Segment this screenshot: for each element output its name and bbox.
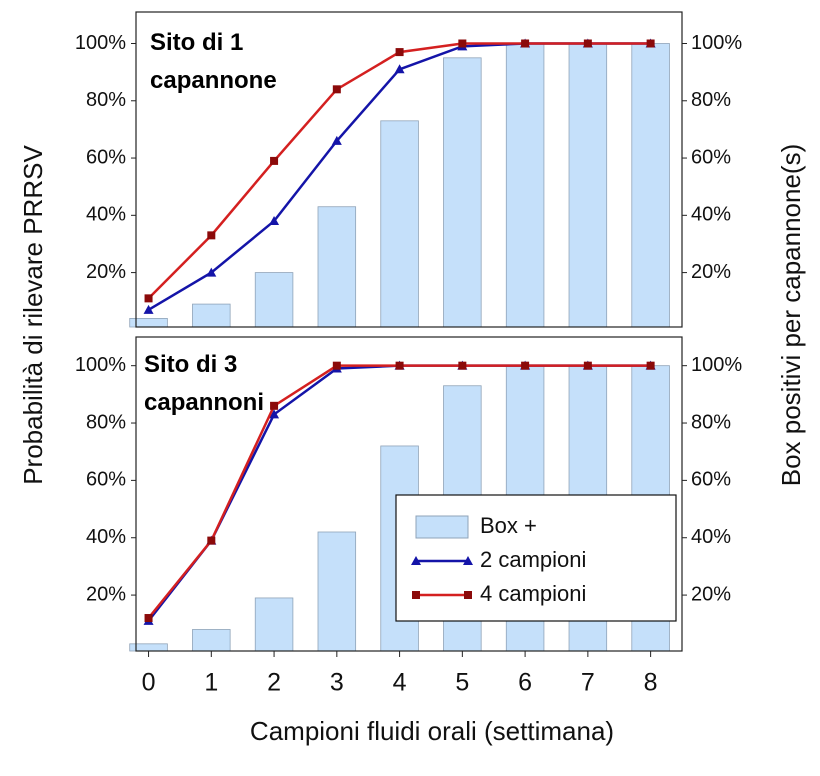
y2-tick-label: 60% <box>691 146 731 168</box>
bar <box>192 629 231 652</box>
marker <box>394 64 405 74</box>
marker <box>583 361 592 370</box>
x-tick-label: 6 <box>518 669 532 697</box>
bar <box>505 43 545 328</box>
legend-swatch <box>415 515 469 539</box>
bar <box>568 43 608 328</box>
marker <box>332 361 341 370</box>
y-tick-label: 40% <box>86 204 126 226</box>
x-axis-label: Campioni fluidi orali (settimana) <box>250 716 614 746</box>
x-tick-label: 8 <box>644 669 658 697</box>
bar <box>317 531 357 652</box>
plot-frame <box>135 336 683 652</box>
bar <box>129 318 168 328</box>
y2-tick-label: 20% <box>691 583 731 605</box>
marker <box>463 556 473 565</box>
marker <box>646 39 655 48</box>
y2-tick-label: 60% <box>691 469 731 491</box>
y-tick-label: 80% <box>86 411 126 433</box>
plot-frame <box>135 11 683 328</box>
x-tick-label: 5 <box>455 669 469 697</box>
bar <box>317 206 357 328</box>
y-tick-label: 60% <box>86 469 126 491</box>
marker <box>269 216 280 226</box>
y-tick-label: 40% <box>86 526 126 548</box>
legend: Box + 2 campioni 4 campioni <box>395 494 677 622</box>
x-tick-label: 2 <box>267 669 281 697</box>
marker <box>269 409 280 419</box>
marker <box>207 231 216 240</box>
marker <box>270 156 279 165</box>
y-tick-label: 20% <box>86 583 126 605</box>
marker <box>521 39 530 48</box>
x-tick-label: 3 <box>330 669 344 697</box>
y2-tick-label: 80% <box>691 89 731 111</box>
x-tick-label: 7 <box>581 669 595 697</box>
y2-tick-label: 40% <box>691 526 731 548</box>
legend-label: Box + <box>480 513 537 538</box>
x-tick-label: 1 <box>204 669 218 697</box>
marker <box>412 591 420 599</box>
marker <box>332 85 341 94</box>
panel-title: Sito di 3 capannoni <box>144 351 265 416</box>
y2-tick-label: 40% <box>691 204 731 226</box>
bar <box>443 57 482 328</box>
marker <box>206 267 217 277</box>
legend-label: 4 campioni <box>480 581 586 606</box>
marker <box>207 536 216 545</box>
bar <box>129 643 168 652</box>
marker <box>583 39 592 48</box>
y-tick-label: 100% <box>75 354 126 376</box>
x-tick-label: 4 <box>393 669 407 697</box>
marker <box>521 361 530 370</box>
legend-label: 2 campioni <box>480 547 586 572</box>
bar <box>254 272 294 328</box>
marker <box>144 294 153 303</box>
y2-tick-label: 100% <box>691 32 742 54</box>
y2-tick-label: 20% <box>691 261 731 283</box>
marker <box>464 591 472 599</box>
marker <box>646 361 655 370</box>
bar <box>631 43 670 328</box>
marker <box>411 556 421 565</box>
marker <box>331 135 342 145</box>
marker <box>395 48 404 57</box>
y2-axis-label: Box positivi per capannone(s) <box>776 144 806 487</box>
marker <box>143 304 154 314</box>
bar <box>254 597 294 652</box>
y2-tick-label: 80% <box>691 411 731 433</box>
marker <box>458 39 467 48</box>
y-axis-label: Probabilità di rilevare PRRSV <box>18 145 48 485</box>
marker <box>270 401 279 410</box>
bar <box>380 120 419 328</box>
marker <box>395 361 404 370</box>
panel-title: Sito di 1 capannone <box>150 29 277 94</box>
y2-tick-label: 100% <box>691 354 742 376</box>
y-tick-label: 20% <box>86 261 126 283</box>
y-tick-label: 80% <box>86 89 126 111</box>
marker <box>458 361 467 370</box>
x-tick-label: 0 <box>142 669 156 697</box>
bar <box>192 303 231 328</box>
y-tick-label: 100% <box>75 32 126 54</box>
y-tick-label: 60% <box>86 146 126 168</box>
marker <box>144 614 153 623</box>
